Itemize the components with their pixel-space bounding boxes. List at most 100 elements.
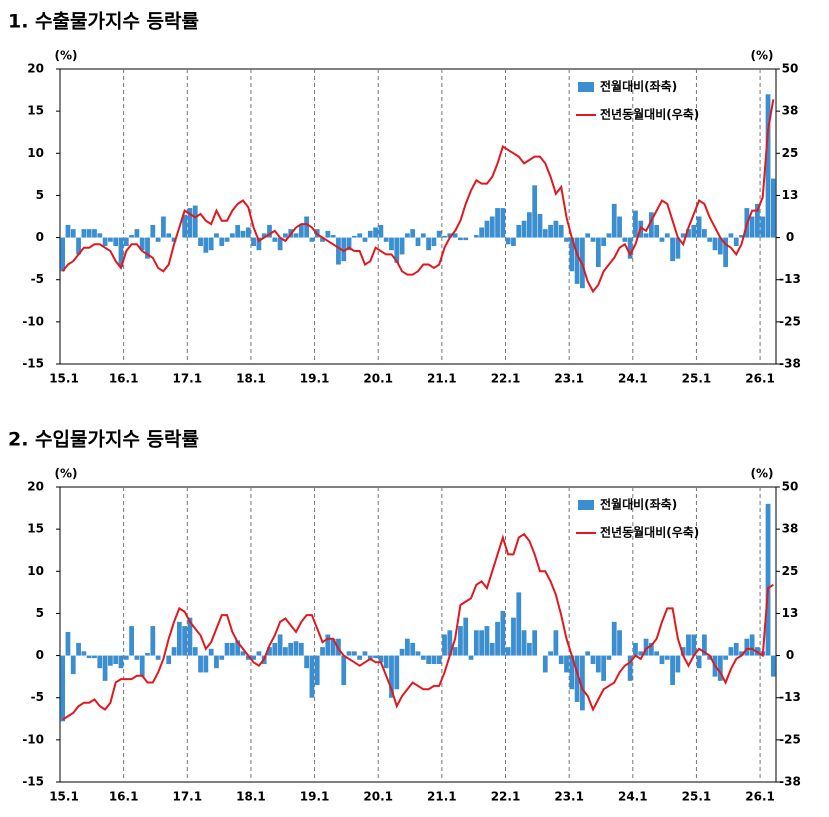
x-tick-label: 22.1 [491, 790, 521, 804]
x-tick-label: 23.1 [554, 790, 584, 804]
bar [526, 212, 532, 238]
bar [426, 655, 431, 664]
bar [192, 647, 198, 656]
bar [431, 655, 437, 664]
bar [717, 237, 723, 255]
bar [288, 642, 294, 656]
bar [606, 655, 612, 660]
chart-title: 1. 수출물가지수 등락률 [8, 11, 199, 33]
bar [717, 655, 723, 681]
bar [208, 648, 214, 656]
y2-axis-unit: (%) [751, 467, 774, 481]
bar [463, 617, 469, 656]
y-tick-label: 0 [36, 230, 44, 244]
plot-frame [59, 486, 777, 783]
bar [229, 642, 235, 656]
bar [293, 641, 299, 656]
y-tick-label: -10 [22, 314, 44, 328]
bar [410, 642, 416, 656]
x-tick-label: 26.1 [745, 372, 775, 386]
bar [447, 630, 453, 656]
bar [749, 216, 755, 238]
bar [373, 655, 378, 659]
bar [521, 630, 527, 656]
bar [447, 233, 453, 238]
bar [511, 617, 516, 656]
bar [442, 235, 447, 238]
bar [325, 634, 331, 656]
y-axis-unit: (%) [55, 49, 78, 63]
bar [415, 651, 421, 656]
y-tick-label: 15 [27, 522, 44, 536]
bar [723, 237, 729, 268]
bar [627, 655, 633, 681]
bar [744, 638, 750, 656]
bar [182, 626, 188, 656]
bar [643, 638, 649, 656]
bar [346, 237, 352, 251]
bar [426, 237, 431, 251]
bar [298, 642, 304, 656]
bar [76, 642, 81, 656]
bar [70, 655, 76, 675]
y-tick-label: 20 [27, 62, 44, 76]
y2-tick-label: 25 [782, 564, 799, 578]
y2-tick-label: -38 [779, 775, 801, 789]
bar [564, 655, 569, 673]
bar [696, 216, 702, 238]
bar [272, 642, 278, 656]
bar [622, 237, 628, 242]
bar [219, 237, 225, 246]
bar [389, 655, 394, 698]
bar [86, 655, 92, 659]
bar [633, 210, 638, 238]
bar [431, 237, 437, 246]
bar [590, 237, 596, 242]
y2-tick-label: 0 [786, 648, 794, 662]
x-tick-label: 25.1 [682, 372, 712, 386]
bar [102, 655, 108, 681]
x-tick-label: 23.1 [554, 372, 584, 386]
x-tick-label: 19.1 [300, 790, 330, 804]
x-tick-label: 15.1 [49, 372, 79, 386]
x-tick-label: 26.1 [745, 790, 775, 804]
bar [309, 655, 315, 698]
bar [81, 229, 87, 238]
bar [452, 233, 458, 238]
bar [187, 617, 193, 656]
bar [171, 647, 177, 656]
bar [643, 233, 649, 238]
bar [521, 220, 527, 238]
bar [532, 185, 538, 238]
bar [500, 610, 506, 656]
bar [198, 237, 203, 246]
bar [86, 229, 92, 238]
y2-tick-label: 0 [786, 230, 794, 244]
bar [696, 655, 702, 669]
bar [548, 224, 553, 238]
y-tick-label: -5 [31, 272, 44, 286]
bar [118, 237, 124, 268]
bar [712, 237, 718, 251]
y2-tick-label: 38 [782, 104, 799, 118]
bar [357, 655, 363, 660]
bar [145, 653, 150, 656]
bar [60, 655, 66, 722]
bar [442, 634, 447, 656]
plot-frame [59, 68, 777, 365]
bar [436, 230, 442, 238]
y2-tick-label: -25 [779, 732, 801, 746]
bar [760, 216, 766, 238]
bar [511, 237, 516, 246]
bar [150, 224, 156, 238]
bar [728, 647, 734, 656]
bar [505, 647, 511, 656]
bar [203, 655, 209, 673]
x-tick-label: 16.1 [109, 372, 139, 386]
bar [394, 655, 400, 690]
bar [330, 235, 336, 238]
bar [691, 634, 697, 656]
bar [256, 651, 262, 656]
bar [245, 227, 251, 238]
bar [325, 230, 331, 238]
